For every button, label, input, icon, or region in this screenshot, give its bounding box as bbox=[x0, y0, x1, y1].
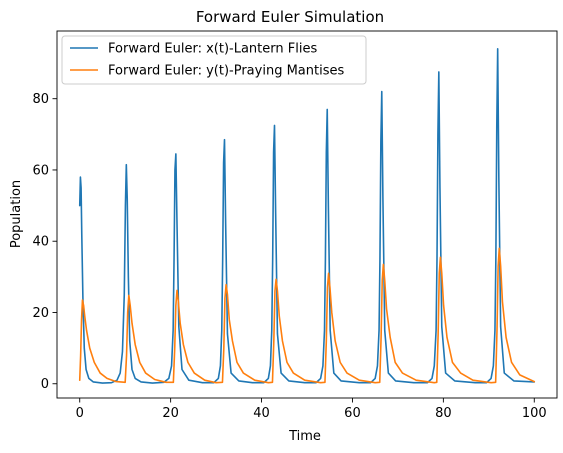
y-tick-label: 40 bbox=[32, 235, 49, 250]
x-tick-label: 40 bbox=[253, 406, 270, 421]
y-tick-label: 60 bbox=[32, 163, 49, 178]
x-axis-title: Time bbox=[288, 429, 321, 444]
chart-title: Forward Euler Simulation bbox=[196, 8, 384, 26]
x-tick-label: 100 bbox=[522, 406, 547, 421]
plot-area bbox=[57, 31, 557, 398]
x-tick-label: 20 bbox=[162, 406, 179, 421]
legend: Forward Euler: x(t)-Lantern Flies Forwar… bbox=[62, 36, 366, 84]
y-tick-label: 20 bbox=[32, 306, 49, 321]
x-tick-label: 80 bbox=[435, 406, 452, 421]
y-tick-label: 80 bbox=[32, 92, 49, 107]
y-tick-label: 0 bbox=[41, 377, 49, 392]
axes-background bbox=[57, 31, 557, 398]
legend-label-y: Forward Euler: y(t)-Praying Mantises bbox=[108, 64, 344, 79]
y-axis-title: Population bbox=[9, 180, 24, 248]
x-tick-label: 0 bbox=[76, 406, 84, 421]
x-tick-label: 60 bbox=[344, 406, 361, 421]
legend-label-x: Forward Euler: x(t)-Lantern Flies bbox=[108, 42, 317, 57]
